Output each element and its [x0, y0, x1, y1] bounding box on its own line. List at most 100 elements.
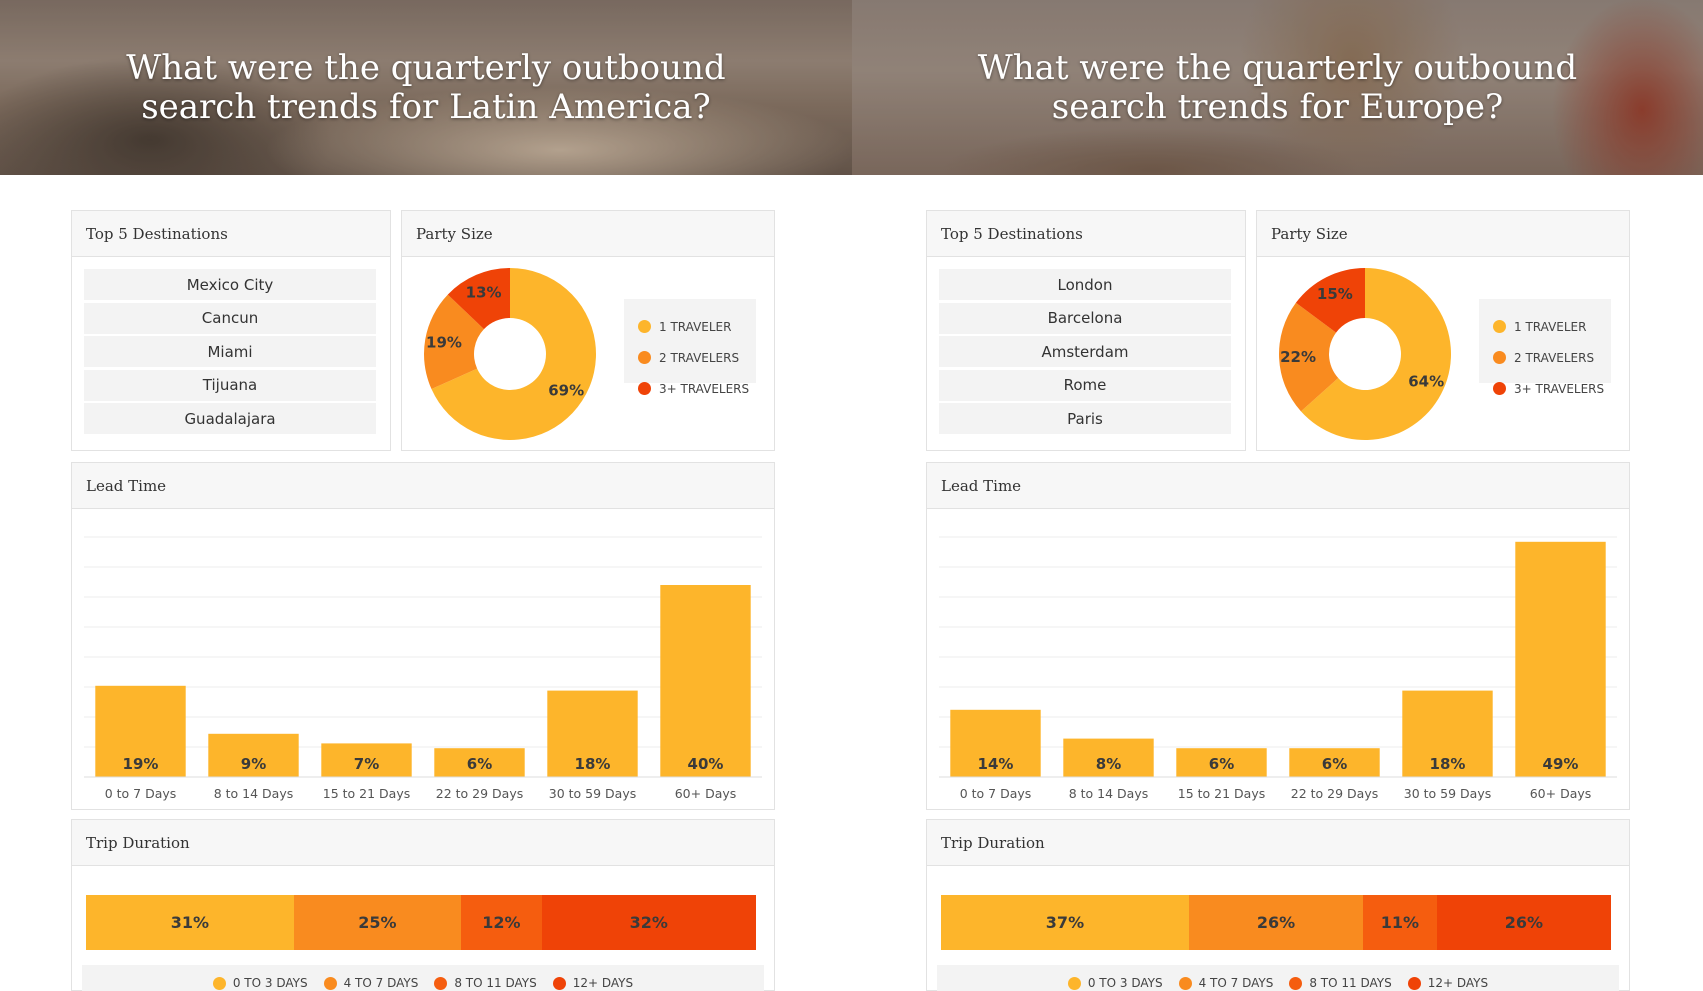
legend-dot [434, 976, 448, 990]
legend-label: 2 TRAVELERS [659, 350, 740, 365]
legend-dot [1407, 976, 1421, 990]
bar-value-label: 6% [467, 755, 492, 773]
legend-label: 8 TO 11 DAYS [454, 976, 537, 990]
legend-dot [1289, 976, 1303, 990]
lead-time-bar [95, 685, 186, 777]
bar-value-label: 14% [978, 755, 1014, 773]
donut-slice [424, 294, 484, 390]
legend-label: 12+ DAYS [572, 976, 634, 990]
legend-label: 3+ TRAVELERS [659, 381, 750, 396]
legend-dot [1067, 976, 1081, 990]
destination-list: Mexico City Cancun Miami Tijuana Guadala… [84, 269, 376, 437]
lead-time-bar [1402, 690, 1493, 777]
destination-item: Tijuana [84, 369, 376, 401]
legend-item: 1 TRAVELER [638, 311, 756, 342]
x-axis-tick-label: 0 to 7 Days [105, 786, 177, 801]
card-title: Trip Duration [927, 820, 1629, 866]
donut-slice [447, 268, 510, 330]
lead-time-bar [1063, 738, 1154, 777]
card-top-destinations: Top 5 Destinations Mexico City Cancun Mi… [71, 210, 391, 451]
legend-dot [638, 382, 651, 395]
trip-duration-segment: 26% [1188, 895, 1364, 950]
legend-item: 2 TRAVELERS [638, 342, 756, 373]
trip-duration-segment: 37% [941, 895, 1189, 950]
card-lead-time: Lead Time 19% 0 to 7 Days 9% 8 to 14 Days 7%… [71, 462, 775, 810]
legend-dot [638, 351, 651, 364]
destination-item: Paris [939, 403, 1231, 434]
lead-time-bar [660, 585, 751, 777]
lead-time-bar [547, 690, 638, 777]
legend-item: 3+ TRAVELERS [1493, 373, 1611, 404]
destination-item: Miami [84, 336, 376, 367]
trip-duration-segment: 31% [86, 895, 294, 950]
party-size-legend: 1 TRAVELER 2 TRAVELERS 3+ TRAVELERS [1479, 299, 1611, 396]
destination-item: London [939, 269, 1231, 300]
legend-dot [1493, 351, 1506, 364]
donut-slice-label: 19% [426, 334, 462, 352]
lead-time-bar [1176, 748, 1267, 777]
legend-item: 1 TRAVELER [1493, 311, 1611, 342]
destination-item: Cancun [84, 302, 376, 334]
card-title: Lead Time [927, 463, 1629, 509]
bar-value-label: 49% [1543, 755, 1579, 773]
lead-time-bar [434, 748, 525, 777]
hero-photo-overlay [852, 0, 1703, 175]
legend-dot [638, 320, 651, 333]
legend-item: 8 TO 11 DAYS [1289, 976, 1392, 990]
bar-value-label: 6% [1322, 755, 1347, 773]
legend-item: 4 TO 7 DAYS [323, 976, 419, 990]
donut-slice-label: 69% [548, 381, 584, 399]
legend-dot [1178, 976, 1192, 990]
legend-item: 0 TO 3 DAYS [1067, 976, 1163, 990]
legend-dot [212, 976, 226, 990]
card-trip-duration: Trip Duration 31% 25% 12% 32% 0 TO 3 DAYS 4… [71, 819, 775, 991]
lead-time-bar [1515, 541, 1606, 777]
hero-banner-europe: What were the quarterly outbound search … [852, 0, 1703, 175]
trip-duration-legend: 0 TO 3 DAYS 4 TO 7 DAYS 8 TO 11 DAYS 12+… [937, 965, 1619, 991]
card-lead-time: Lead Time 14% 0 to 7 Days 8% 8 to 14 Days 6%… [926, 462, 1630, 810]
donut-slice-label: 22% [1280, 348, 1316, 366]
donut-slice-label: 64% [1408, 372, 1444, 390]
x-axis-tick-label: 30 to 59 Days [549, 786, 636, 801]
party-size-legend: 1 TRAVELER 2 TRAVELERS 3+ TRAVELERS [624, 299, 756, 396]
bar-value-label: 18% [575, 755, 611, 773]
legend-label: 0 TO 3 DAYS [1087, 976, 1163, 990]
panel-latin-america: Top 5 Destinations Mexico City Cancun Mi… [71, 210, 775, 991]
x-axis-tick-label: 60+ Days [1530, 786, 1592, 801]
legend-dot [1493, 382, 1506, 395]
destination-item: Rome [939, 369, 1231, 401]
bar-value-label: 9% [241, 755, 266, 773]
x-axis-tick-label: 8 to 14 Days [1069, 786, 1149, 801]
legend-dot [552, 976, 566, 990]
trip-duration-segment: 32% [541, 895, 756, 950]
legend-item: 4 TO 7 DAYS [1178, 976, 1274, 990]
trip-duration-segment: 26% [1436, 895, 1611, 950]
legend-label: 1 TRAVELER [659, 319, 732, 334]
legend-item: 3+ TRAVELERS [638, 373, 756, 404]
hero-title: What were the quarterly outbound search … [977, 47, 1578, 127]
destination-item: Amsterdam [939, 336, 1231, 367]
donut-slice [431, 268, 596, 440]
hero-title: What were the quarterly outbound search … [126, 48, 725, 127]
trip-duration-segment: 11% [1363, 895, 1437, 950]
hero-title-line1: What were the quarterly outbound [977, 47, 1578, 88]
destination-list: London Barcelona Amsterdam Rome Paris [939, 269, 1231, 437]
destination-item: Mexico City [84, 269, 376, 300]
bar-value-label: 8% [1096, 755, 1121, 773]
lead-time-bar [1289, 748, 1380, 777]
x-axis-tick-label: 60+ Days [675, 786, 737, 801]
destination-item: Guadalajara [84, 403, 376, 434]
card-trip-duration: Trip Duration 37% 26% 11% 26% 0 TO 3 DAYS 4… [926, 819, 1630, 991]
hero-title-line2: search trends for Latin America? [141, 86, 711, 127]
legend-item: 12+ DAYS [552, 976, 634, 990]
card-party-size: Party Size 69% 19% 13% 1 TRAVELER 2 TRAVEL… [401, 210, 775, 451]
trip-duration-stacked-bar: 31% 25% 12% 32% [86, 895, 756, 950]
card-title: Lead Time [72, 463, 774, 509]
x-axis-tick-label: 22 to 29 Days [436, 786, 523, 801]
x-axis-tick-label: 30 to 59 Days [1404, 786, 1491, 801]
legend-label: 4 TO 7 DAYS [1198, 976, 1274, 990]
x-axis-tick-label: 22 to 29 Days [1291, 786, 1378, 801]
legend-label: 4 TO 7 DAYS [343, 976, 419, 990]
legend-item: 2 TRAVELERS [1493, 342, 1611, 373]
card-title: Top 5 Destinations [927, 211, 1245, 257]
